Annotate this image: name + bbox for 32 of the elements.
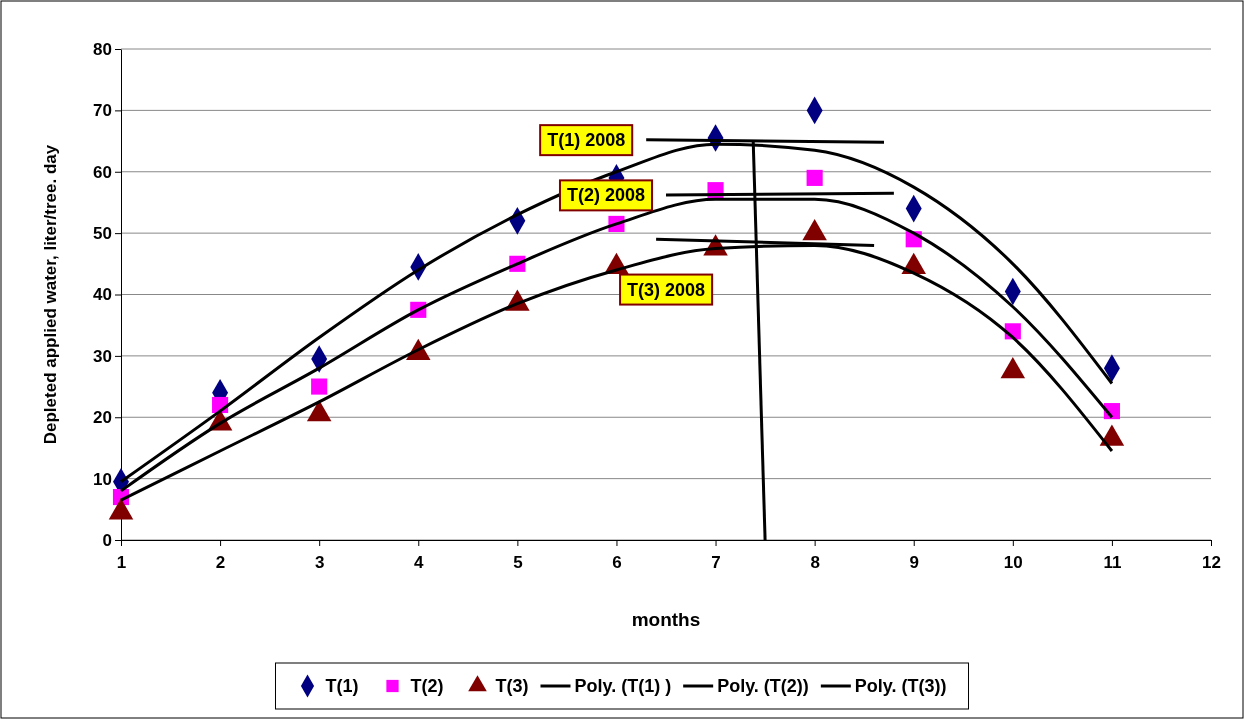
y-tick-label: 40 [93,285,112,305]
legend-label: Poly. (T(1) ) [574,676,672,697]
x-tick-label: 10 [1003,552,1023,572]
x-tick-label: 7 [711,552,721,572]
y-tick-label: 80 [93,39,112,59]
y-tick-label: 10 [93,469,112,489]
annotation: T(3) 2008 [627,279,706,300]
x-tick-label: 6 [612,552,622,572]
y-tick-label: 70 [93,101,112,121]
legend-label: T(3) [495,676,529,697]
y-tick-label: 50 [93,224,112,244]
y-axis-title: Depleted applied water, liter/tree. day [41,144,60,445]
annotation: T(1) 2008 [547,130,626,151]
x-tick-label: 8 [810,552,820,572]
legend-label: Poly. (T(2)) [717,676,809,697]
legend-label: Poly. (T(3)) [854,676,947,697]
annotation: T(2) 2008 [566,185,646,206]
legend-label: T(2) [410,676,444,697]
x-tick-label: 3 [314,552,325,572]
y-tick-label: 20 [93,408,112,428]
x-tick-label: 5 [513,552,523,572]
legend-label: T(1) [325,676,359,697]
x-tick-label: 1 [116,552,127,572]
x-tick-label: 2 [215,552,226,572]
x-tick-label: 12 [1202,552,1221,572]
x-tick-label: 11 [1103,552,1122,572]
y-tick-label: 0 [102,530,112,550]
x-axis-title: months [631,609,701,630]
x-tick-label: 9 [909,552,919,572]
y-tick-label: 60 [93,162,112,182]
y-tick-label: 30 [93,346,112,366]
x-tick-label: 4 [414,552,425,572]
